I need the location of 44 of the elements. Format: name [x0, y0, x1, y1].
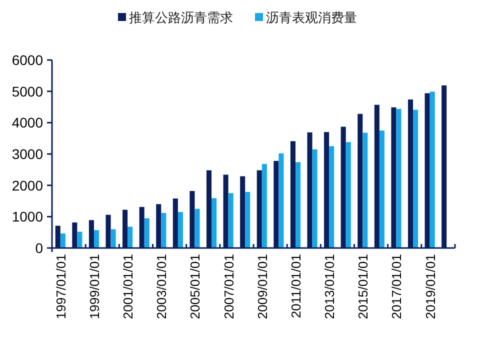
x-tick-label: 2009/01/01 [254, 254, 270, 320]
bar [295, 162, 301, 248]
x-tick-label: 2001/01/01 [120, 254, 136, 320]
bar [212, 198, 217, 248]
y-tick-label: 2000 [12, 177, 44, 194]
bar [396, 108, 402, 248]
legend-label: 推算公路沥青需求 [129, 10, 233, 25]
x-tick-label: 2007/01/01 [221, 254, 236, 320]
bar [60, 233, 66, 248]
x-tick-label: 1999/01/01 [86, 254, 102, 320]
y-tick-label: 3000 [12, 146, 44, 162]
y-tick-label: 4000 [12, 114, 44, 131]
x-tick-label: 2019/01/01 [422, 254, 438, 320]
bar [362, 132, 368, 248]
y-tick-label: 1000 [12, 208, 44, 225]
bar [144, 218, 150, 248]
bar [278, 153, 284, 248]
legend-label: 沥青表观消费量 [266, 10, 357, 25]
bar [329, 146, 334, 248]
bar [430, 92, 435, 248]
y-tick-label: 5000 [12, 83, 44, 100]
x-tick-label: 2013/01/01 [322, 254, 338, 320]
bar [178, 212, 183, 248]
x-tick-label: 1997/01/01 [53, 254, 68, 320]
bar [413, 110, 418, 248]
x-tick-label: 2011/01/01 [288, 254, 304, 318]
y-tick-label: 6000 [12, 52, 44, 68]
bar [228, 193, 234, 248]
bar [77, 232, 82, 248]
x-tick-label: 2015/01/01 [356, 254, 371, 320]
bar [161, 212, 166, 248]
bar [110, 229, 116, 248]
bar [379, 130, 384, 248]
bar [245, 192, 250, 248]
bar [128, 226, 133, 248]
bar [194, 208, 200, 248]
x-tick-label: 2005/01/01 [188, 254, 203, 320]
bar [312, 149, 318, 248]
bar [94, 230, 100, 248]
x-tick-label: 2003/01/01 [154, 254, 170, 320]
bar [262, 164, 267, 248]
x-tick-label: 2017/01/01 [389, 254, 404, 320]
bar [346, 142, 351, 248]
y-tick-label: 0 [35, 240, 44, 256]
